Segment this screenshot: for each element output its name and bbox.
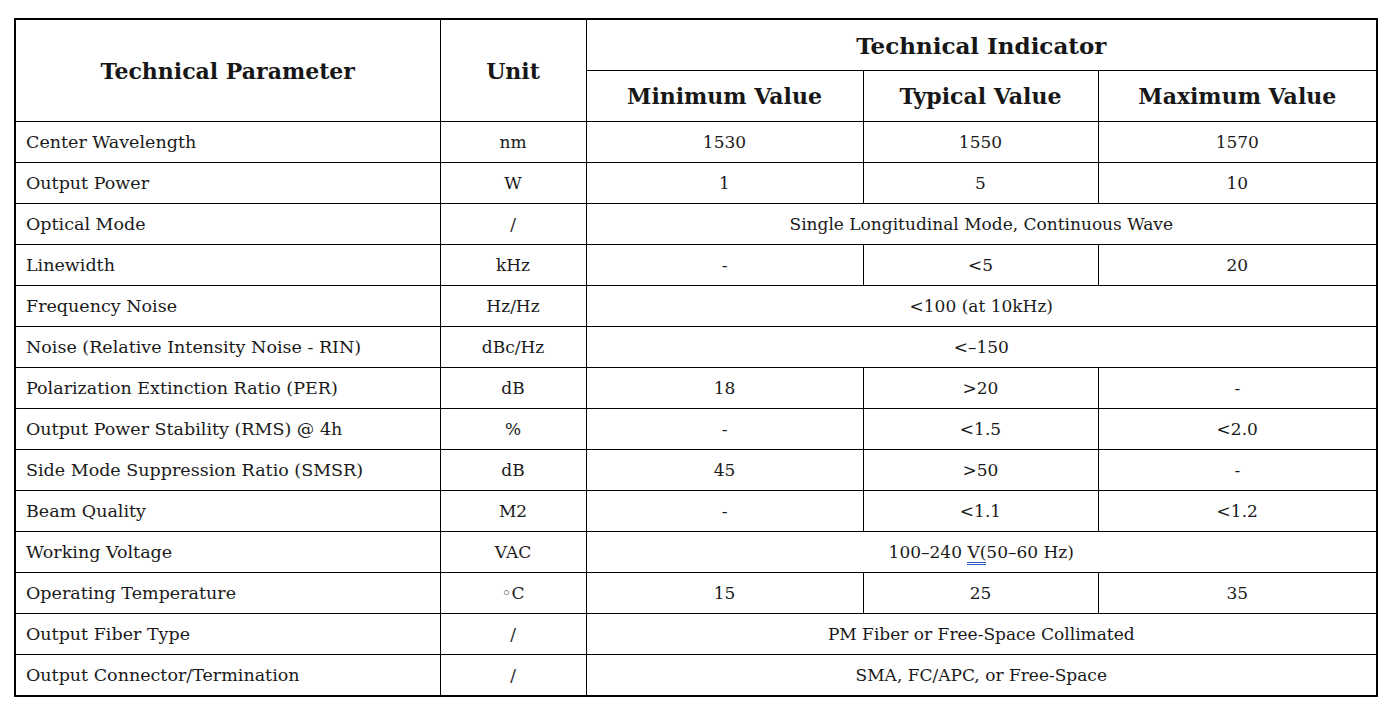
min-value-cell: 1 (586, 163, 863, 204)
unit-cell: VAC (440, 532, 586, 573)
unit-cell: / (440, 614, 586, 655)
max-value-cell: - (1098, 450, 1377, 491)
table-row-rin-noise: Noise (Relative Intensity Noise - RIN) d… (15, 327, 1377, 368)
min-value-cell: - (586, 245, 863, 286)
max-value-cell: 35 (1098, 573, 1377, 614)
unit-cell: % (440, 409, 586, 450)
header-minimum-value: Minimum Value (586, 71, 863, 122)
parameter-cell: Frequency Noise (15, 286, 440, 327)
min-value-cell: - (586, 491, 863, 532)
unit-cell: dB (440, 368, 586, 409)
min-value-cell: 18 (586, 368, 863, 409)
parameter-cell: Output Power Stability (RMS) @ 4h (15, 409, 440, 450)
technical-spec-table: Technical Parameter Unit Technical Indic… (14, 18, 1378, 697)
spanning-value-cell: SMA, FC/APC, or Free-Space (586, 655, 1377, 697)
unit-cell: W (440, 163, 586, 204)
parameter-cell: Output Power (15, 163, 440, 204)
min-value-cell: - (586, 409, 863, 450)
parameter-cell: Optical Mode (15, 204, 440, 245)
parameter-cell: Beam Quality (15, 491, 440, 532)
spanning-value-cell: <–150 (586, 327, 1377, 368)
table-row-working-voltage: Working Voltage VAC 100–240 V(50–60 Hz) (15, 532, 1377, 573)
parameter-cell: Center Wavelength (15, 122, 440, 163)
unit-cell: / (440, 655, 586, 697)
unit-cell: ◦C (440, 573, 586, 614)
table-row-output-connector: Output Connector/Termination / SMA, FC/A… (15, 655, 1377, 697)
typical-value-cell: 5 (863, 163, 1098, 204)
header-typical-value: Typical Value (863, 71, 1098, 122)
parameter-cell: Polarization Extinction Ratio (PER) (15, 368, 440, 409)
typical-value-cell: 25 (863, 573, 1098, 614)
unit-cell: M2 (440, 491, 586, 532)
voltage-text-suffix: 50–60 Hz) (986, 542, 1074, 562)
parameter-cell: Output Connector/Termination (15, 655, 440, 697)
spanning-value-cell: 100–240 V(50–60 Hz) (586, 532, 1377, 573)
voltage-text-prefix: 100–240 (889, 542, 968, 562)
table-row-operating-temperature: Operating Temperature ◦C 15 25 35 (15, 573, 1377, 614)
spec-table-container: Technical Parameter Unit Technical Indic… (14, 18, 1378, 697)
typical-value-cell: 1550 (863, 122, 1098, 163)
header-technical-indicator: Technical Indicator (586, 19, 1377, 71)
spanning-value-cell: Single Longitudinal Mode, Continuous Wav… (586, 204, 1377, 245)
unit-cell: nm (440, 122, 586, 163)
table-row-center-wavelength: Center Wavelength nm 1530 1550 1570 (15, 122, 1377, 163)
spanning-value-cell: <100 (at 10kHz) (586, 286, 1377, 327)
table-row-output-fiber-type: Output Fiber Type / PM Fiber or Free-Spa… (15, 614, 1377, 655)
unit-cell: kHz (440, 245, 586, 286)
table-row-per: Polarization Extinction Ratio (PER) dB 1… (15, 368, 1377, 409)
max-value-cell: <1.2 (1098, 491, 1377, 532)
spanning-value-cell: PM Fiber or Free-Space Collimated (586, 614, 1377, 655)
table-row-output-power: Output Power W 1 5 10 (15, 163, 1377, 204)
unit-cell: / (440, 204, 586, 245)
typical-value-cell: >20 (863, 368, 1098, 409)
header-maximum-value: Maximum Value (1098, 71, 1377, 122)
parameter-cell: Operating Temperature (15, 573, 440, 614)
table-row-linewidth: Linewidth kHz - <5 20 (15, 245, 1377, 286)
parameter-cell: Output Fiber Type (15, 614, 440, 655)
header-unit: Unit (440, 19, 586, 122)
parameter-cell: Noise (Relative Intensity Noise - RIN) (15, 327, 440, 368)
max-value-cell: 10 (1098, 163, 1377, 204)
parameter-cell: Linewidth (15, 245, 440, 286)
table-row-optical-mode: Optical Mode / Single Longitudinal Mode,… (15, 204, 1377, 245)
typical-value-cell: <5 (863, 245, 1098, 286)
max-value-cell: <2.0 (1098, 409, 1377, 450)
min-value-cell: 45 (586, 450, 863, 491)
unit-cell: dB (440, 450, 586, 491)
header-row-top: Technical Parameter Unit Technical Indic… (15, 19, 1377, 71)
table-row-power-stability: Output Power Stability (RMS) @ 4h % - <1… (15, 409, 1377, 450)
table-row-frequency-noise: Frequency Noise Hz/Hz <100 (at 10kHz) (15, 286, 1377, 327)
grammar-check-underline: V( (967, 542, 986, 565)
parameter-cell: Side Mode Suppression Ratio (SMSR) (15, 450, 440, 491)
typical-value-cell: <1.1 (863, 491, 1098, 532)
unit-cell: dBc/Hz (440, 327, 586, 368)
header-technical-parameter: Technical Parameter (15, 19, 440, 122)
table-row-beam-quality: Beam Quality M2 - <1.1 <1.2 (15, 491, 1377, 532)
min-value-cell: 1530 (586, 122, 863, 163)
max-value-cell: 1570 (1098, 122, 1377, 163)
table-row-smsr: Side Mode Suppression Ratio (SMSR) dB 45… (15, 450, 1377, 491)
typical-value-cell: <1.5 (863, 409, 1098, 450)
typical-value-cell: >50 (863, 450, 1098, 491)
max-value-cell: 20 (1098, 245, 1377, 286)
parameter-cell: Working Voltage (15, 532, 440, 573)
min-value-cell: 15 (586, 573, 863, 614)
unit-cell: Hz/Hz (440, 286, 586, 327)
max-value-cell: - (1098, 368, 1377, 409)
